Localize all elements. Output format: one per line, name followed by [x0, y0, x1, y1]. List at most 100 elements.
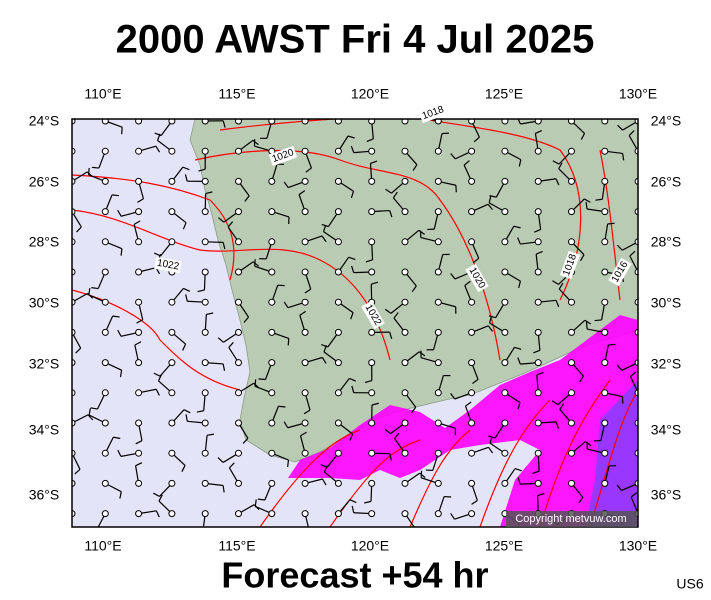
wind-feather: [371, 281, 379, 285]
station: [434, 449, 442, 457]
station: [568, 298, 575, 306]
lon-label: 110°E: [84, 86, 121, 102]
station: [168, 419, 176, 427]
wind-feather: [347, 135, 355, 139]
station: [534, 147, 542, 155]
wind-feather: [607, 222, 615, 225]
station: [401, 510, 409, 518]
wind-feather: [471, 499, 478, 505]
wind-feather: [558, 162, 563, 170]
lat-label: 24°S: [651, 113, 682, 129]
station: [468, 328, 476, 336]
wind-feather: [487, 203, 493, 211]
wind-feather: [517, 119, 521, 125]
station: [334, 389, 342, 397]
wind-feather: [91, 166, 99, 169]
wind-feather: [350, 191, 355, 199]
wind-feather: [517, 477, 521, 485]
station: [135, 147, 143, 155]
wind-feather: [533, 349, 541, 354]
wind-feather: [579, 254, 585, 262]
wind-feather: [299, 310, 307, 316]
station: [501, 238, 509, 246]
wind-feather: [76, 226, 82, 233]
wind-feather: [535, 129, 543, 134]
station: [601, 119, 609, 125]
map-area: [62, 100, 645, 532]
lon-label: 130°E: [619, 86, 657, 102]
station: [334, 147, 342, 155]
station: [268, 177, 276, 185]
station: [468, 419, 476, 427]
station: [334, 208, 342, 216]
wind-feather: [616, 484, 623, 491]
station: [501, 419, 509, 427]
station: [268, 510, 276, 518]
wind-feather: [252, 139, 259, 146]
station: [235, 479, 242, 487]
wind-feather: [389, 331, 393, 340]
station: [568, 147, 575, 155]
wind-feather: [321, 235, 327, 243]
wind-feather: [580, 133, 586, 140]
station: [268, 298, 276, 306]
wind-feather: [134, 341, 142, 346]
wind-feather: [62, 131, 67, 136]
station: [501, 359, 509, 367]
wind-barb: [72, 391, 73, 393]
station: [301, 419, 309, 427]
wind-feather: [63, 251, 68, 256]
lon-label: 120°E: [351, 538, 389, 554]
station: [101, 359, 109, 367]
wind-feather: [616, 364, 623, 371]
wind-feather: [111, 194, 120, 197]
wind-feather: [244, 195, 250, 202]
station: [235, 208, 242, 216]
station: [201, 208, 209, 216]
wind-feather: [348, 256, 356, 261]
isobar-label-bg: [608, 257, 632, 287]
station: [334, 177, 342, 185]
wind-feather: [450, 512, 455, 520]
wind-feather: [113, 436, 121, 440]
wind-feather: [222, 120, 226, 128]
wind-feather: [349, 433, 354, 441]
wind-feather: [640, 470, 645, 474]
station: [368, 238, 376, 246]
station: [534, 177, 542, 185]
wind-feather: [393, 312, 399, 319]
lat-label: 34°S: [29, 422, 60, 438]
wind-feather: [473, 136, 480, 143]
wind-feather: [371, 402, 379, 406]
lat-label: 26°S: [651, 174, 682, 190]
station: [501, 208, 509, 216]
wind-feather: [182, 222, 187, 230]
wind-feather: [184, 174, 188, 182]
wind-feather: [585, 201, 588, 210]
station: [434, 177, 442, 185]
wind-feather: [578, 496, 584, 504]
station: [235, 510, 242, 518]
station: [601, 328, 609, 336]
station: [168, 238, 176, 246]
wind-feather: [366, 138, 374, 142]
wind-feather: [287, 459, 290, 468]
isobar-label-bg: [465, 263, 489, 293]
station: [401, 177, 409, 185]
wind-feather: [298, 190, 306, 196]
wind-feather: [133, 100, 139, 104]
station: [135, 510, 143, 518]
station: [201, 449, 209, 457]
lon-label: 130°E: [619, 538, 657, 554]
station: [301, 238, 309, 246]
wind-feather: [487, 325, 494, 332]
station: [268, 328, 276, 336]
wind-feather: [196, 531, 203, 532]
wind-feather: [630, 492, 638, 498]
station: [601, 449, 609, 457]
wind-feather: [533, 228, 541, 233]
lon-label: 125°E: [485, 86, 523, 102]
station: [368, 510, 376, 518]
code: US6: [676, 576, 703, 592]
station: [434, 119, 442, 125]
